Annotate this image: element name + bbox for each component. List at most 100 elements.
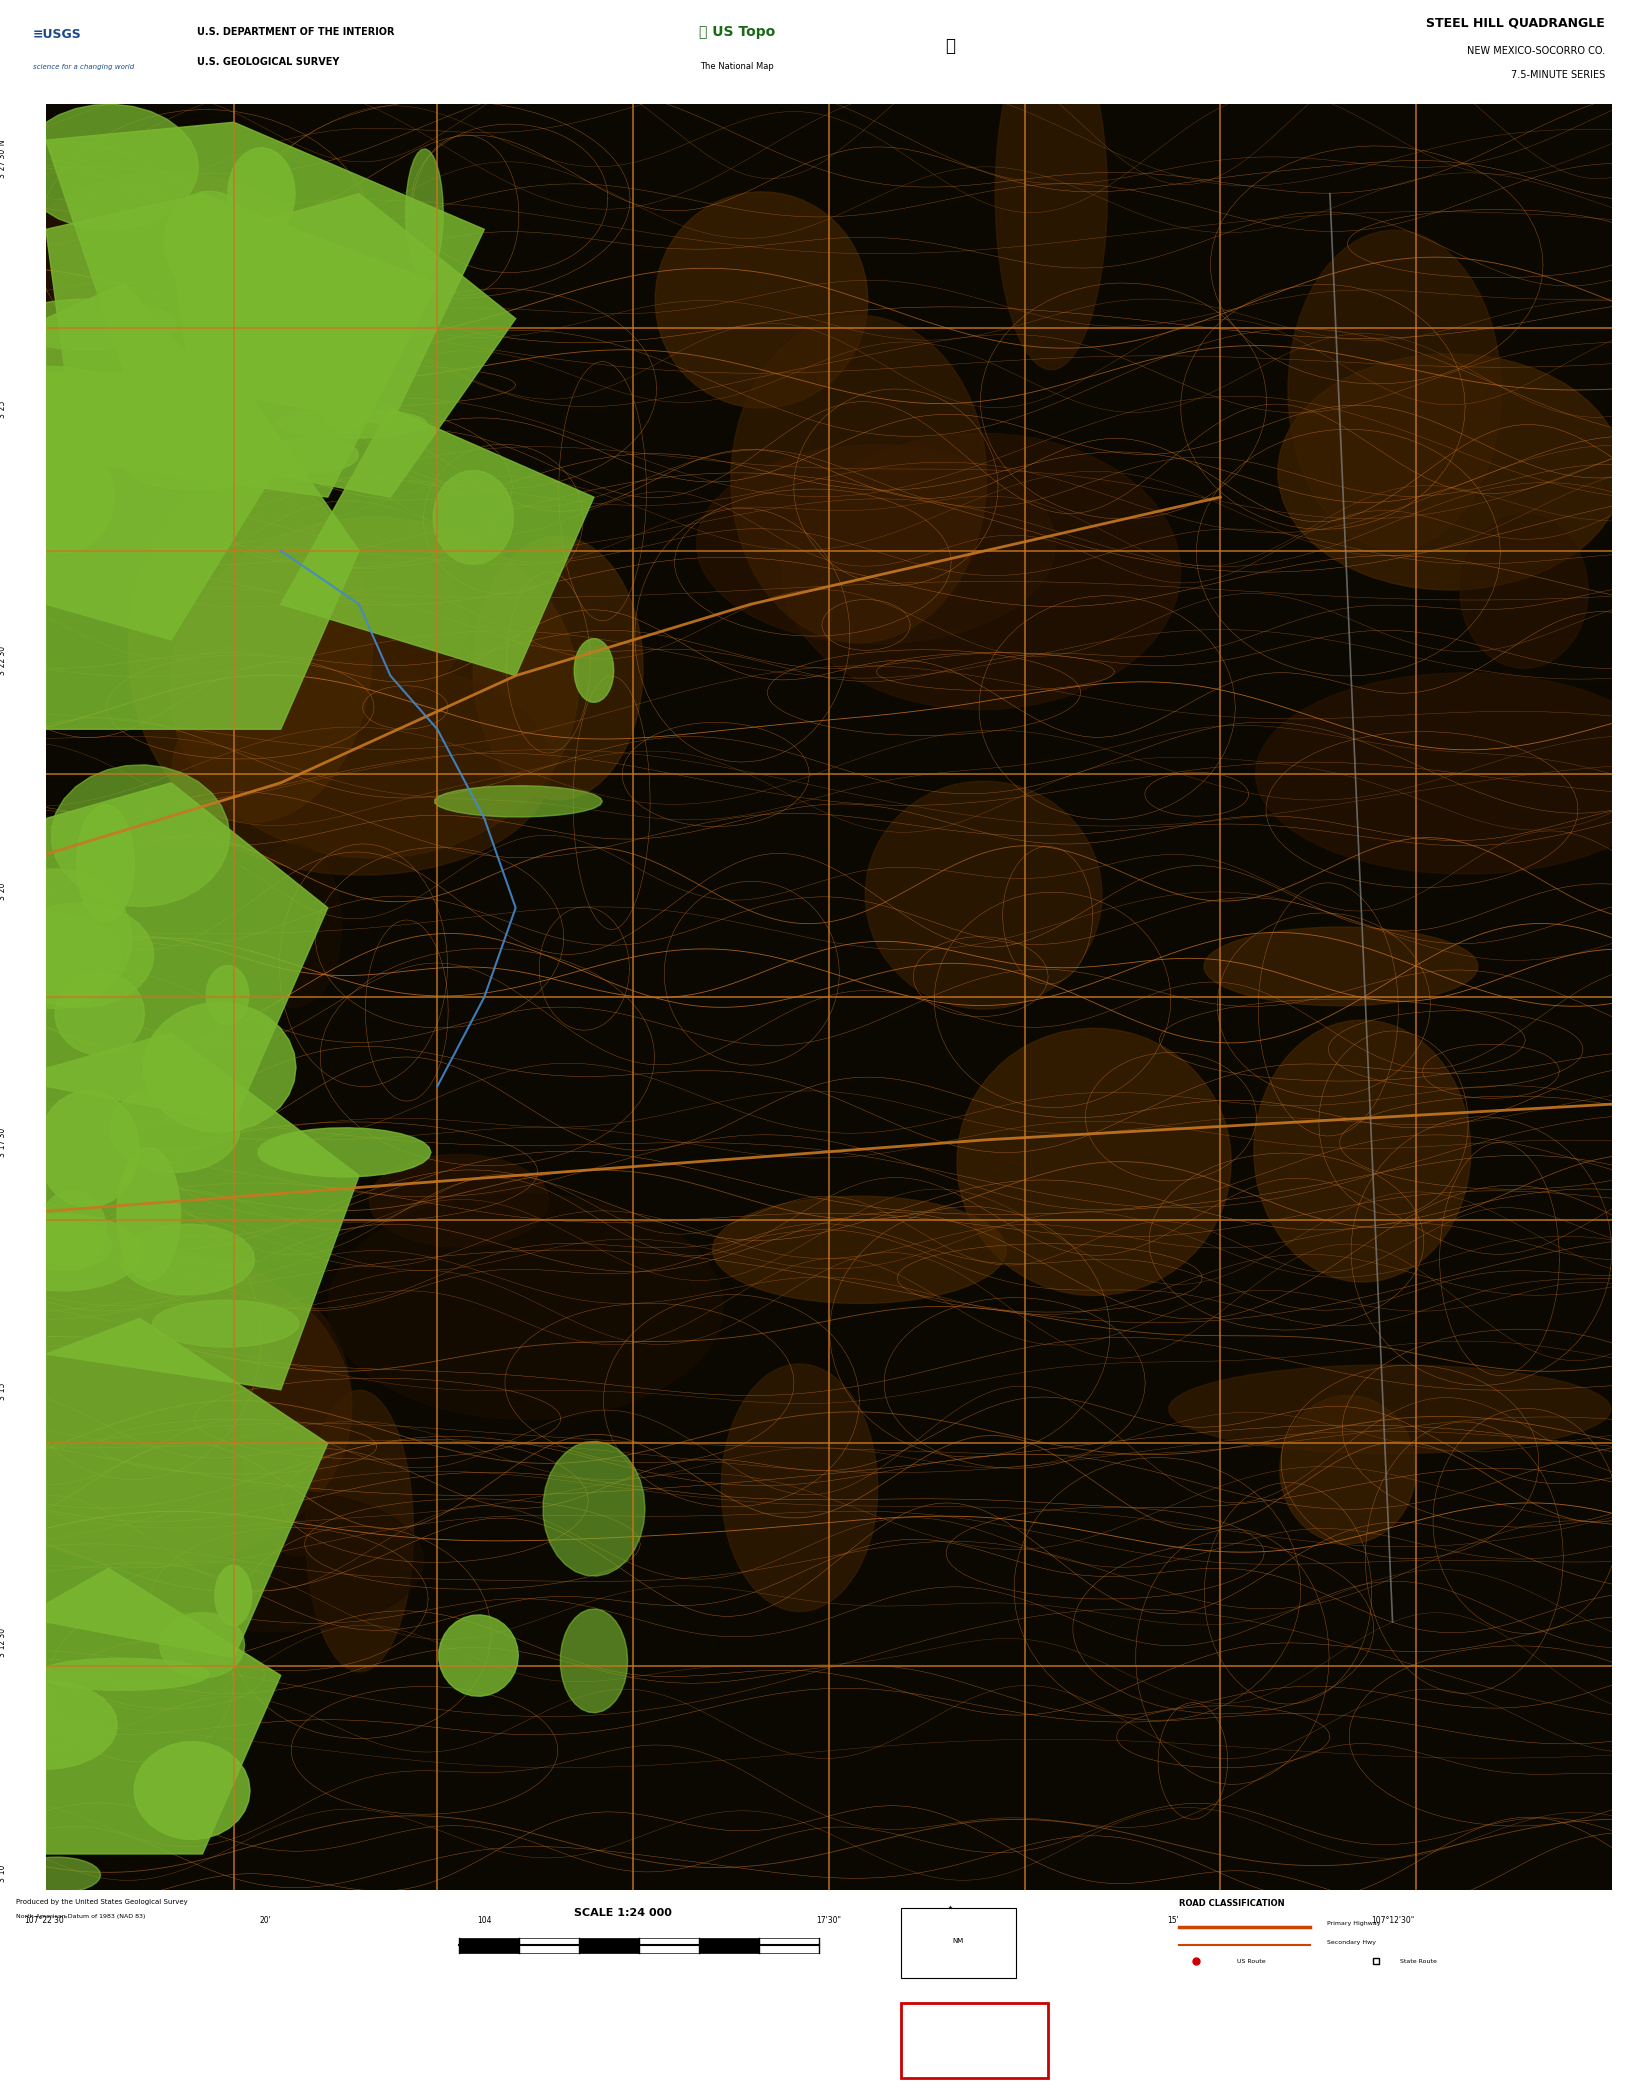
Polygon shape: [215, 1566, 252, 1627]
Text: 3°20': 3°20': [0, 879, 7, 900]
Polygon shape: [696, 445, 1055, 643]
Polygon shape: [1256, 672, 1638, 875]
Text: State Route: State Route: [1400, 1959, 1438, 1965]
Polygon shape: [46, 284, 280, 641]
Polygon shape: [1278, 353, 1623, 591]
Polygon shape: [36, 1658, 210, 1691]
Polygon shape: [128, 472, 372, 823]
Polygon shape: [267, 436, 359, 472]
Polygon shape: [133, 1491, 424, 1633]
Text: STEEL HILL QUADRANGLE: STEEL HILL QUADRANGLE: [1427, 17, 1605, 29]
Polygon shape: [0, 869, 133, 1009]
Polygon shape: [655, 192, 868, 407]
Polygon shape: [116, 1148, 180, 1280]
Polygon shape: [46, 372, 359, 729]
Polygon shape: [39, 1190, 106, 1270]
Polygon shape: [20, 104, 198, 230]
Bar: [758, 1938, 819, 1952]
Polygon shape: [996, 19, 1107, 370]
Polygon shape: [143, 1002, 296, 1132]
Polygon shape: [731, 315, 986, 643]
Polygon shape: [13, 1856, 100, 1894]
Polygon shape: [110, 1084, 241, 1171]
Polygon shape: [46, 1568, 280, 1854]
Bar: [901, 1908, 1016, 1979]
Text: Primary Highway: Primary Highway: [1327, 1921, 1381, 1927]
Polygon shape: [0, 365, 136, 447]
Text: 3°17'30": 3°17'30": [0, 1123, 7, 1157]
Text: NM: NM: [953, 1938, 963, 1944]
Text: North American Datum of 1983 (NAD 83): North American Datum of 1983 (NAD 83): [16, 1915, 146, 1919]
Text: 17'30": 17'30": [816, 1917, 842, 1925]
Text: NEW MEXICO-SOCORRO CO.: NEW MEXICO-SOCORRO CO.: [1468, 46, 1605, 56]
Polygon shape: [170, 518, 578, 858]
Polygon shape: [38, 1090, 139, 1207]
Polygon shape: [5, 902, 154, 1009]
Bar: [519, 1938, 578, 1952]
Text: 3°15': 3°15': [0, 1380, 7, 1401]
Polygon shape: [957, 1027, 1232, 1295]
Bar: [459, 1938, 519, 1952]
Text: 🌐 US Topo: 🌐 US Topo: [699, 25, 775, 40]
Polygon shape: [1459, 514, 1589, 668]
Polygon shape: [575, 639, 614, 702]
Polygon shape: [121, 1224, 254, 1295]
Text: ROAD CLASSIFICATION: ROAD CLASSIFICATION: [1179, 1898, 1284, 1908]
Text: 104: 104: [477, 1917, 491, 1925]
Polygon shape: [473, 537, 644, 800]
Polygon shape: [126, 445, 269, 491]
Polygon shape: [1279, 1395, 1415, 1543]
Text: U.S. DEPARTMENT OF THE INTERIOR: U.S. DEPARTMENT OF THE INTERIOR: [197, 27, 395, 38]
Polygon shape: [560, 1610, 627, 1712]
Text: 🛡: 🛡: [945, 38, 955, 54]
Polygon shape: [170, 194, 516, 497]
Text: 7.5-MINUTE SERIES: 7.5-MINUTE SERIES: [1510, 71, 1605, 79]
Polygon shape: [721, 1363, 878, 1612]
Polygon shape: [434, 785, 603, 816]
Bar: [639, 1938, 699, 1952]
Text: 3°25': 3°25': [0, 397, 7, 418]
Polygon shape: [328, 1194, 724, 1420]
Polygon shape: [1170, 1366, 1610, 1453]
Polygon shape: [52, 764, 229, 906]
Polygon shape: [439, 1614, 518, 1695]
Polygon shape: [544, 1441, 645, 1576]
Text: 3°27'30"N: 3°27'30"N: [0, 138, 7, 177]
Text: 20': 20': [259, 1917, 270, 1925]
Polygon shape: [228, 148, 295, 238]
Polygon shape: [15, 443, 115, 553]
Polygon shape: [241, 1303, 354, 1556]
Polygon shape: [0, 1249, 352, 1568]
Polygon shape: [56, 973, 144, 1054]
Polygon shape: [277, 409, 428, 438]
Polygon shape: [46, 123, 485, 426]
Polygon shape: [306, 1391, 413, 1672]
Polygon shape: [161, 1612, 244, 1679]
Bar: [901, 2002, 1048, 2078]
Text: US Route: US Route: [1237, 1959, 1265, 1965]
Text: 107°22'30": 107°22'30": [25, 1917, 67, 1925]
Polygon shape: [316, 328, 373, 432]
Text: ⋆: ⋆: [947, 1904, 953, 1913]
Polygon shape: [46, 783, 328, 1121]
Polygon shape: [172, 660, 552, 875]
Text: 3°22'30": 3°22'30": [0, 641, 7, 674]
Polygon shape: [865, 781, 1102, 1009]
Polygon shape: [15, 1221, 111, 1270]
Polygon shape: [313, 557, 465, 695]
Polygon shape: [3, 299, 177, 351]
Polygon shape: [434, 470, 514, 564]
Text: ≡USGS: ≡USGS: [33, 27, 82, 40]
Polygon shape: [46, 194, 437, 497]
Text: Produced by the United States Geological Survey: Produced by the United States Geological…: [16, 1898, 188, 1904]
Polygon shape: [781, 432, 1181, 710]
Text: U.S. GEOLOGICAL SURVEY: U.S. GEOLOGICAL SURVEY: [197, 58, 339, 67]
Polygon shape: [370, 1155, 549, 1247]
Polygon shape: [1255, 1021, 1471, 1282]
Bar: [699, 1938, 758, 1952]
Polygon shape: [1287, 230, 1500, 549]
Text: science for a changing world: science for a changing world: [33, 65, 134, 71]
Polygon shape: [0, 915, 121, 992]
Bar: [578, 1938, 639, 1952]
Polygon shape: [206, 965, 249, 1025]
